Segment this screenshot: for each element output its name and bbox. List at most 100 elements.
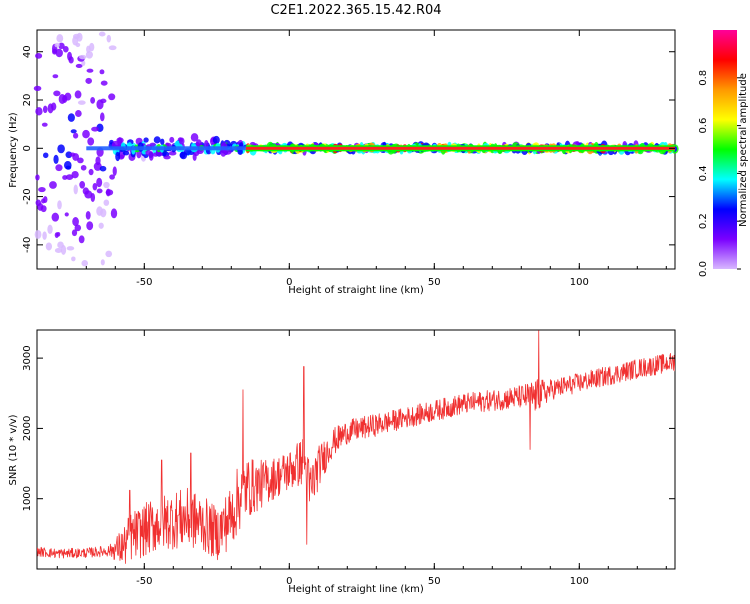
spectrogram-cell [55,164,63,172]
spectrogram-cell [43,196,48,203]
spectrogram-cell [78,54,87,60]
snr-x-ticks: -50 0 50 100 [56,330,667,587]
spectrogram-cell [45,242,53,251]
spectrogram-cell [54,42,60,48]
spectrogram-cell [56,34,64,43]
spectrogram-cell [163,155,171,160]
spectrogram-cell [72,216,79,227]
spectrogram-cell [86,221,94,231]
colorbar-label: Normalized spectral amplitude [738,73,749,227]
x-tick-label: -50 [136,277,152,288]
spectrogram-cell [69,152,76,157]
x-tick-label: 100 [570,277,589,288]
spectrogram-cell [55,48,63,58]
spectrogram-cell [75,42,81,48]
colorbar-tick-label: 0.2 [698,213,709,229]
spectrogram-cell [54,247,63,253]
spectrogram-cell [35,174,40,181]
spectrogram-cell [89,42,95,52]
spectrogram-cell [99,165,107,172]
spectrogram-cell [192,153,197,161]
spectrogram-cell [96,177,103,188]
spectrogram-cell [78,235,85,244]
snr-y-ticks: 1000 2000 3000 [22,345,675,511]
spectrogram-cell [100,208,107,218]
spectrogram-cell [35,53,43,59]
spectrogram-cell [67,51,72,61]
colorbar-tick-label: 0.8 [698,70,709,86]
y-tick-label: 20 [22,94,33,107]
y-tick-label: -20 [22,188,33,204]
spectrogram-cell [38,186,46,193]
spectrogram-cell [58,42,65,50]
spectrogram-cell [74,224,82,232]
spectrogram-cell [160,138,165,146]
spectrogram-cell [153,136,161,144]
spectrogram-cell [110,208,118,219]
spectrogram-cell [99,69,105,75]
snr-panel: -50 0 50 100 1000 2000 3000 Height of straigh… [8,329,676,595]
spectrogram-cell [143,137,149,143]
spectrogram-cell [66,246,75,251]
spectrogram-cell [42,231,47,240]
spectrogram-cell [100,80,108,86]
spectrogram-cell [90,192,96,202]
spectrogram-cell [53,154,59,164]
spectrogram-cell [92,182,98,191]
spectrogram-xlabel: Height of straight line (km) [288,285,424,296]
spectrogram-cell [62,95,68,103]
spectrogram-cell [80,164,87,171]
spectrogram-cell [82,187,89,195]
spectrogram-cell [35,199,42,207]
snr-xlabel: Height of straight line (km) [288,584,424,595]
spectrogram-cell [108,93,116,101]
spectrogram-cell [99,112,105,122]
colorbar-tick-label: 0.0 [698,261,709,277]
spectrogram-cell [77,157,84,164]
spectrogram-cell [67,113,75,122]
spectrogram-cell [53,90,61,97]
spectrogram-cell [86,68,94,73]
spectrogram-cell [106,34,112,43]
spectrogram-cell [57,144,65,154]
spectrogram-cell [96,99,104,110]
spectrogram-cell [34,229,42,239]
spectrogram-cell [190,133,199,142]
spectrogram-cell [35,107,43,116]
spectrogram-cell [100,259,105,266]
y-tick-label: -40 [22,237,33,253]
spectrogram-cell [62,45,69,53]
x-tick-label: 100 [570,576,589,587]
spectrogram-y-ticks: -40 -20 0 20 40 [22,45,675,253]
spectrogram-cell [47,103,54,114]
spectrogram-cell [82,129,90,139]
colorbar-ticks: 0.0 0.2 0.4 0.6 0.8 [698,70,741,277]
figure-title: C2E1.2022.365.15.42.R04 [270,3,441,18]
spectrogram-cell [70,129,77,134]
spectrogram-cell [105,188,111,197]
spectrogram-cell [98,31,106,37]
spectrogram-cell [77,100,86,105]
y-tick-label: 0 [22,145,33,151]
spectrogram-cell [90,96,96,104]
spectrogram-cell [75,63,83,69]
spectrogram-cell [103,181,110,189]
spectrogram-cell [81,60,86,66]
spectrogram-cell [41,122,48,127]
colorbar-tick-label: 0.6 [698,118,709,134]
spectrogram-cell [105,250,113,258]
spectrogram-cell [116,137,124,144]
spectrogram-cell [178,137,185,145]
spectrogram-cell [42,105,48,114]
spectrogram-cell [122,150,130,156]
x-tick-label: 0 [286,277,292,288]
spectrogram-cell [52,74,59,79]
spectrogram-image [33,31,679,267]
snr-series-line [37,330,675,564]
spectrogram-cell [51,212,60,222]
spectrogram-cell [88,168,94,176]
colorbar-tick-label: 0.4 [698,165,709,181]
x-tick-label: -50 [136,576,152,587]
spectrogram-cell [169,136,175,143]
spectrogram-cell [73,184,78,195]
